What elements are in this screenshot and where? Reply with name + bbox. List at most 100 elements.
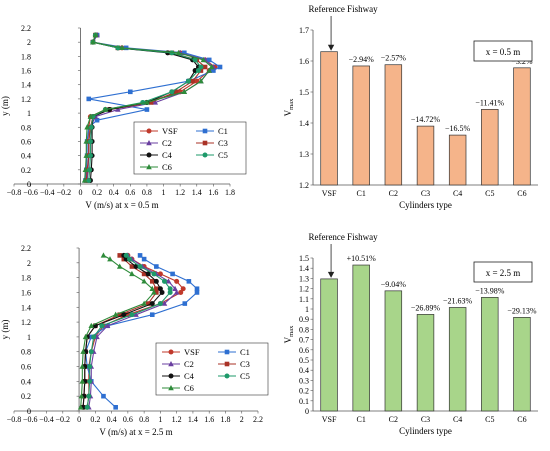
y-tick-label: 0.4 xyxy=(299,366,309,375)
data-point xyxy=(101,393,106,399)
data-point xyxy=(154,290,159,295)
data-point xyxy=(169,50,175,56)
y-tick-label: 1.6 xyxy=(299,57,309,66)
legend-label: C3 xyxy=(218,138,228,148)
y-tick-label: 0.4 xyxy=(21,152,31,161)
bar-c4 xyxy=(448,134,467,186)
x-tick-label: C1 xyxy=(357,189,366,198)
data-point xyxy=(153,278,159,284)
data-point xyxy=(173,289,180,295)
y-tick-label: 0.4 xyxy=(21,377,31,386)
data-label: −2.57% xyxy=(381,54,407,63)
data-point xyxy=(167,286,173,292)
data-point xyxy=(174,278,180,284)
data-point xyxy=(206,67,213,73)
x-tick-label: −0.6 xyxy=(23,415,38,424)
data-point xyxy=(154,264,159,269)
data-point xyxy=(217,64,223,70)
x-tick-label: −0.4 xyxy=(39,415,54,424)
data-label: −9.04% xyxy=(381,280,407,289)
y-axis-title: y (m) xyxy=(0,96,10,116)
series-c6 xyxy=(77,252,157,410)
data-point xyxy=(200,56,207,63)
legend-item-c6: C6 xyxy=(162,383,194,393)
data-point xyxy=(104,322,111,328)
y-tick-label: 1.5 xyxy=(299,88,309,97)
data-point xyxy=(157,286,163,292)
y-tick-label: 2.2 xyxy=(21,244,31,253)
bar-c2 xyxy=(384,64,403,186)
data-point xyxy=(88,349,94,355)
series-line xyxy=(88,255,178,408)
data-point xyxy=(117,253,123,258)
legend-swatch-marker xyxy=(146,152,152,158)
data-point xyxy=(165,278,172,284)
chart-title-box xyxy=(473,40,533,62)
bar-c1 xyxy=(352,264,370,412)
y-tick-label: 1.4 xyxy=(21,81,31,90)
data-point xyxy=(123,252,129,258)
annotation-text: Reference Fishway xyxy=(308,4,378,14)
chart-title: x = 0.5 m xyxy=(486,47,521,57)
legend-swatch-marker xyxy=(168,361,174,367)
x-tick-label: −0.2 xyxy=(57,188,72,197)
bar-c5 xyxy=(481,297,499,412)
data-point xyxy=(133,264,139,270)
legend-label: C5 xyxy=(240,371,250,381)
y-tick-label: 2 xyxy=(27,259,31,268)
legend-item-c2: C2 xyxy=(140,138,172,148)
legend-label: C6 xyxy=(162,162,172,172)
data-point xyxy=(208,64,215,70)
data-point xyxy=(151,289,157,295)
data-label: +10.51% xyxy=(347,254,377,263)
y-axis-title: y (m) xyxy=(0,320,10,340)
legend-swatch-marker xyxy=(146,164,152,170)
y-tick-label: 0.7 xyxy=(299,336,309,345)
x-tick-label: C5 xyxy=(485,415,494,424)
y-tick-label: 1.8 xyxy=(21,52,31,61)
x-tick-label: C6 xyxy=(517,189,526,198)
x-tick-label: 1.2 xyxy=(172,415,182,424)
y-tick-label: 0.8 xyxy=(21,123,31,132)
data-label: −13.98% xyxy=(475,286,505,295)
data-point xyxy=(83,152,90,158)
x-tick-label: −0.6 xyxy=(23,188,38,197)
legend-item-c6: C6 xyxy=(140,162,172,172)
legend-label: C2 xyxy=(184,359,194,369)
x-tick-label: 1.6 xyxy=(204,415,214,424)
x-tick-label: VSF xyxy=(322,189,337,198)
data-point xyxy=(181,88,188,95)
bar-c5 xyxy=(481,109,499,186)
data-point xyxy=(129,264,135,269)
data-point xyxy=(161,278,167,284)
series-c3 xyxy=(80,253,159,410)
data-label: −16.5% xyxy=(445,124,471,133)
legend-swatch-marker xyxy=(146,128,152,134)
velocity-profile-chart-2: −0.8 −0.6 −0.4 −0.2 0 0.2 0.4 0.6 0.8 1 1.2 1.4 1.6 1… xyxy=(0,244,269,437)
legend-swatch-marker xyxy=(168,385,174,391)
series-line xyxy=(86,255,171,408)
vmax-bar-chart-1: 1.2 1.3 1.4 1.5 1.6 1.7 VSF C1 −2.94% C2 −2.57% C3 −… xyxy=(283,4,538,210)
bar-vsf xyxy=(320,51,338,186)
x-tick-label: 0.2 xyxy=(90,415,100,424)
bar-c6 xyxy=(513,317,531,412)
legend-swatch-marker xyxy=(202,152,208,158)
x-tick-label: C4 xyxy=(453,415,462,424)
x-tick-label: 0.4 xyxy=(107,415,117,424)
y-tick-label: 0 xyxy=(305,407,309,416)
y-tick-label: 1.3 xyxy=(299,150,309,159)
data-point xyxy=(148,100,154,105)
data-point xyxy=(99,323,105,329)
x-tick-label: C6 xyxy=(517,415,526,424)
y-tick-label: 1.8 xyxy=(21,274,31,283)
data-point xyxy=(141,256,147,262)
legend-swatch-marker xyxy=(168,373,174,379)
x-tick-label: C2 xyxy=(389,415,398,424)
x-tick-label: 1.8 xyxy=(220,415,230,424)
series-c5 xyxy=(86,32,204,183)
data-point xyxy=(175,49,182,56)
data-point xyxy=(87,153,93,159)
y-tick-label: 0.5 xyxy=(299,356,309,365)
x-tick-label: C4 xyxy=(453,189,462,198)
